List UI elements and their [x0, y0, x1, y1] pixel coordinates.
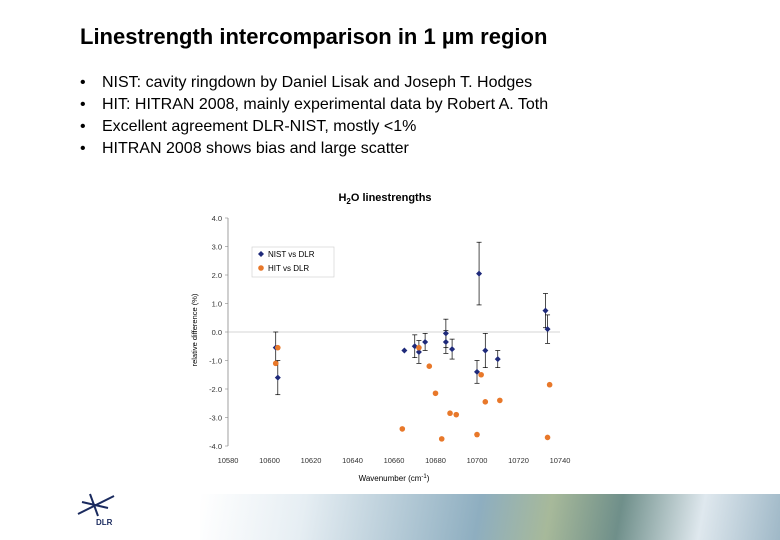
legend-marker-hit — [258, 265, 264, 271]
bullet-marker: • — [80, 118, 86, 135]
nist-point — [542, 307, 549, 314]
bullet-item: • HIT: HITRAN 2008, mainly experimental d… — [80, 94, 548, 116]
hit-point — [478, 371, 484, 378]
nist-point — [274, 374, 281, 381]
bullet-item: • NIST: cavity ringdown by Daniel Lisak a… — [80, 72, 548, 94]
nist-point — [474, 368, 480, 375]
dlr-logo-text: DLR — [96, 518, 113, 527]
nist-point — [449, 346, 456, 353]
x-tick-label: 10700 — [467, 456, 488, 465]
y-axis-tick-labels: 4.0 3.0 2.0 1.0 0.0 -1.0 -2.0 -3.0 -4.0 — [209, 214, 228, 451]
legend-label-hit: HIT vs DLR — [268, 264, 309, 273]
hit-point — [447, 410, 453, 417]
bullet-item: • Excellent agreement DLR-NIST, mostly <1… — [80, 116, 548, 138]
hit-point — [482, 399, 489, 405]
hit-point — [399, 426, 406, 432]
bullet-list: • NIST: cavity ringdown by Daniel Lisak a… — [80, 72, 548, 160]
hit-point — [432, 390, 439, 397]
legend-box — [251, 246, 335, 278]
legend-label-nist: NIST vs DLR — [268, 250, 315, 259]
x-tick-label: 10720 — [508, 456, 529, 465]
x-tick-label: 10660 — [384, 456, 405, 465]
x-tick-label: 10620 — [301, 456, 322, 465]
y-axis-title: relative difference (%) — [190, 293, 199, 366]
nist-point — [401, 347, 408, 354]
nist-point — [476, 270, 483, 277]
y-tick-label: 0.0 — [212, 328, 222, 337]
nist-point — [544, 326, 551, 333]
hit-point — [544, 434, 551, 441]
bullet-marker: • — [80, 74, 86, 91]
x-axis-title: Wavenumber (cm-1) — [359, 474, 430, 483]
nist-point — [415, 348, 422, 355]
hit-point — [426, 363, 433, 370]
hit-point — [546, 381, 553, 388]
legend-marker-nist — [258, 251, 264, 257]
y-tick-label: 2.0 — [212, 271, 222, 280]
x-tick-label: 10640 — [342, 456, 363, 465]
nist-point — [482, 347, 489, 354]
hit-point — [416, 344, 422, 351]
dlr-logo: DLR — [77, 493, 115, 527]
y-tick-label: -1.0 — [209, 357, 222, 366]
hit-point — [453, 411, 460, 418]
bullet-text: NIST: cavity ringdown by Daniel Lisak an… — [102, 74, 533, 91]
data-points — [272, 270, 553, 442]
bullet-text: HIT: HITRAN 2008, mainly experimental da… — [102, 96, 549, 113]
x-tick-label: 10600 — [259, 456, 280, 465]
nist-point — [422, 338, 429, 345]
y-tick-label: -4.0 — [209, 442, 222, 451]
y-tick-label: 1.0 — [212, 300, 222, 309]
x-tick-label: 10740 — [550, 456, 571, 465]
x-tick-label: 10680 — [425, 456, 446, 465]
nist-point — [494, 356, 501, 363]
dlr-logo-mark — [77, 493, 115, 517]
bullet-item: • HITRAN 2008 shows bias and large scatte… — [80, 138, 548, 160]
x-axis-tick-labels: 10580 10600 10620 10640 10660 10680 10700 10720… — [218, 456, 571, 465]
bullet-text: HITRAN 2008 shows bias and large scatter — [102, 140, 409, 157]
y-tick-label: -2.0 — [209, 385, 222, 394]
x-tick-label: 10580 — [218, 456, 239, 465]
hit-point — [497, 397, 503, 404]
nist-point — [442, 330, 449, 337]
hit-point — [275, 344, 281, 351]
hit-point — [272, 360, 279, 367]
y-tick-label: 3.0 — [212, 243, 222, 252]
bullet-text: Excellent agreement DLR-NIST, mostly <1% — [102, 118, 417, 135]
y-tick-label: -3.0 — [209, 414, 222, 423]
hit-point — [438, 436, 445, 442]
bullet-marker: • — [80, 96, 86, 113]
chart-title: H2O linestrengths — [338, 192, 431, 206]
bullet-marker: • — [80, 140, 86, 157]
footer-map-image — [200, 494, 780, 540]
slide-title: Linestrength intercomparison in 1 µm reg… — [80, 24, 548, 49]
nist-point — [442, 338, 449, 345]
y-tick-label: 4.0 — [212, 214, 222, 223]
hit-point — [474, 431, 480, 438]
legend: NIST vs DLR HIT vs DLR — [251, 246, 335, 278]
